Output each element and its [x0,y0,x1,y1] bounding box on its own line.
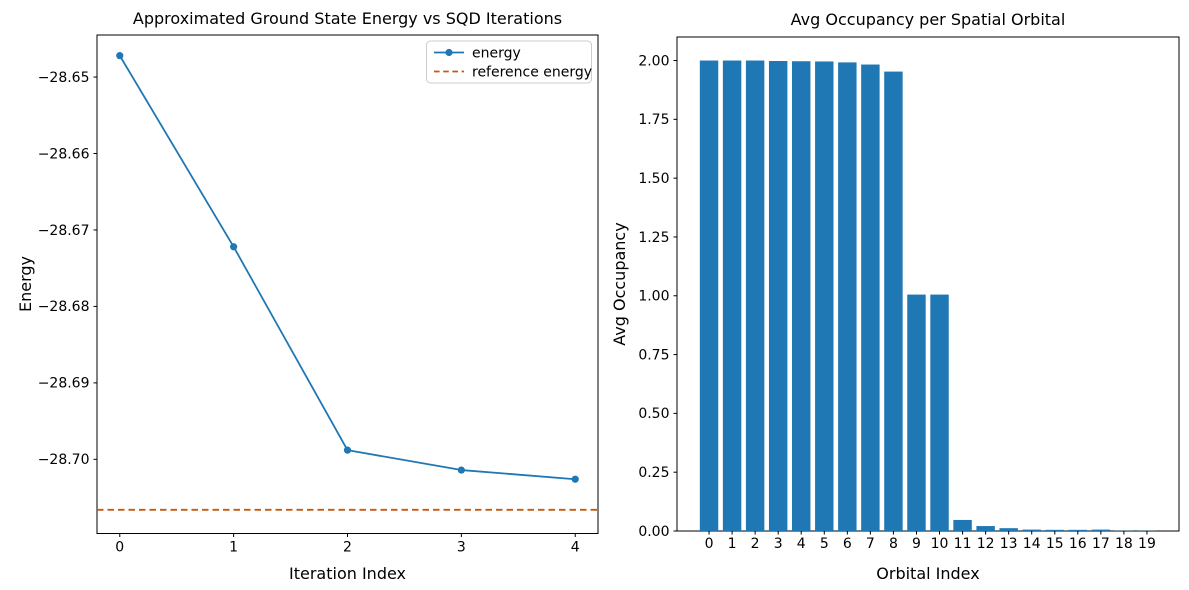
occupancy-bar [884,71,903,531]
occupancy-bar [953,519,972,531]
x-tick-label: 2 [343,540,352,556]
y-tick-label: 0.25 [638,465,669,481]
x-tick-label: 0 [115,540,124,556]
x-tick-label: 18 [1115,536,1133,552]
energy-marker [457,466,465,474]
x-tick-label: 3 [774,536,783,552]
energy-marker [343,446,352,454]
x-tick-label: 2 [751,536,760,552]
x-tick-label: 8 [889,536,898,552]
occupancy-bar [930,294,949,531]
x-tick-label: 12 [977,536,995,552]
x-tick-label: 17 [1092,536,1110,552]
legend: energy reference energy [426,40,592,84]
right-chart-x-axis-label: Orbital Index [876,564,980,583]
axes-frame [96,34,599,534]
x-tick-label: 4 [571,540,580,556]
occupancy-bar [722,60,742,532]
x-tick-label: 1 [229,540,238,556]
y-tick-label: −28.70 [38,452,90,468]
y-tick-label: −28.66 [38,146,90,162]
occupancy-bar [1045,529,1064,531]
occupancy-bar [861,64,880,531]
x-tick-label: 14 [1023,536,1041,552]
occupancy-bar [999,528,1018,531]
y-tick-label: 0.75 [638,347,669,363]
y-tick-label: −28.65 [38,70,90,86]
y-tick-label: 1.25 [638,230,669,246]
y-tick-label: −28.69 [38,376,90,392]
x-tick-label: 16 [1069,536,1087,552]
x-tick-label: 13 [1000,536,1018,552]
occupancy-bar [792,61,811,531]
x-tick-label: 7 [866,536,875,552]
y-tick-label: 2.00 [638,53,669,69]
x-tick-label: 15 [1046,536,1064,552]
x-tick-label: 5 [820,536,829,552]
energy-marker [230,243,238,251]
y-tick-label: 1.00 [638,289,669,305]
x-tick-label: 6 [843,536,852,552]
left-chart: −28.65 −28.66 −28.67 −28.68 −28.69 −28.70 0 1 2 3… [38,34,599,556]
axes-frame [676,36,1180,532]
y-tick-label: 0.50 [638,406,669,422]
x-tick-label: 19 [1138,536,1156,552]
energy-marker [116,52,124,60]
y-tick-label: −28.67 [38,223,90,239]
legend-energy-label: energy [472,45,521,61]
x-tick-label: 10 [931,536,949,552]
occupancy-bar [1091,529,1111,531]
y-tick-label: 1.50 [638,171,669,187]
occupancy-bar [1022,529,1041,531]
y-tick-label: 1.75 [638,112,669,128]
energy-marker [571,475,579,483]
occupancy-bar [768,60,788,531]
legend-energy-marker [445,48,453,57]
energy-line [118,55,576,481]
y-tick-label: 0.00 [638,524,669,540]
x-tick-label: 9 [912,536,921,552]
x-tick-label: 0 [705,536,714,552]
occupancy-bar [907,294,926,531]
occupancy-bar [838,62,857,532]
legend-box [426,40,592,84]
right-chart: 0.000.250.500.751.001.251.501.752.000 1 2 3… [638,36,1180,552]
x-tick-label: 1 [728,536,737,552]
occupancy-bar [976,526,995,531]
occupancy-bar [745,60,765,532]
x-tick-label: 11 [954,536,972,552]
x-tick-label: 3 [457,540,466,556]
left-chart-title: Approximated Ground State Energy vs SQD … [132,9,563,28]
right-chart-title: Avg Occupancy per Spatial Orbital [790,10,1066,29]
left-chart-x-axis-label: Iteration Index [289,564,406,583]
occupancy-bar [815,61,834,532]
occupancy-bar [699,60,719,532]
x-tick-label: 4 [797,536,806,552]
y-tick-label: −28.68 [38,299,90,315]
occupancy-bar [1068,529,1088,531]
legend-reference-label: reference energy [472,64,592,80]
